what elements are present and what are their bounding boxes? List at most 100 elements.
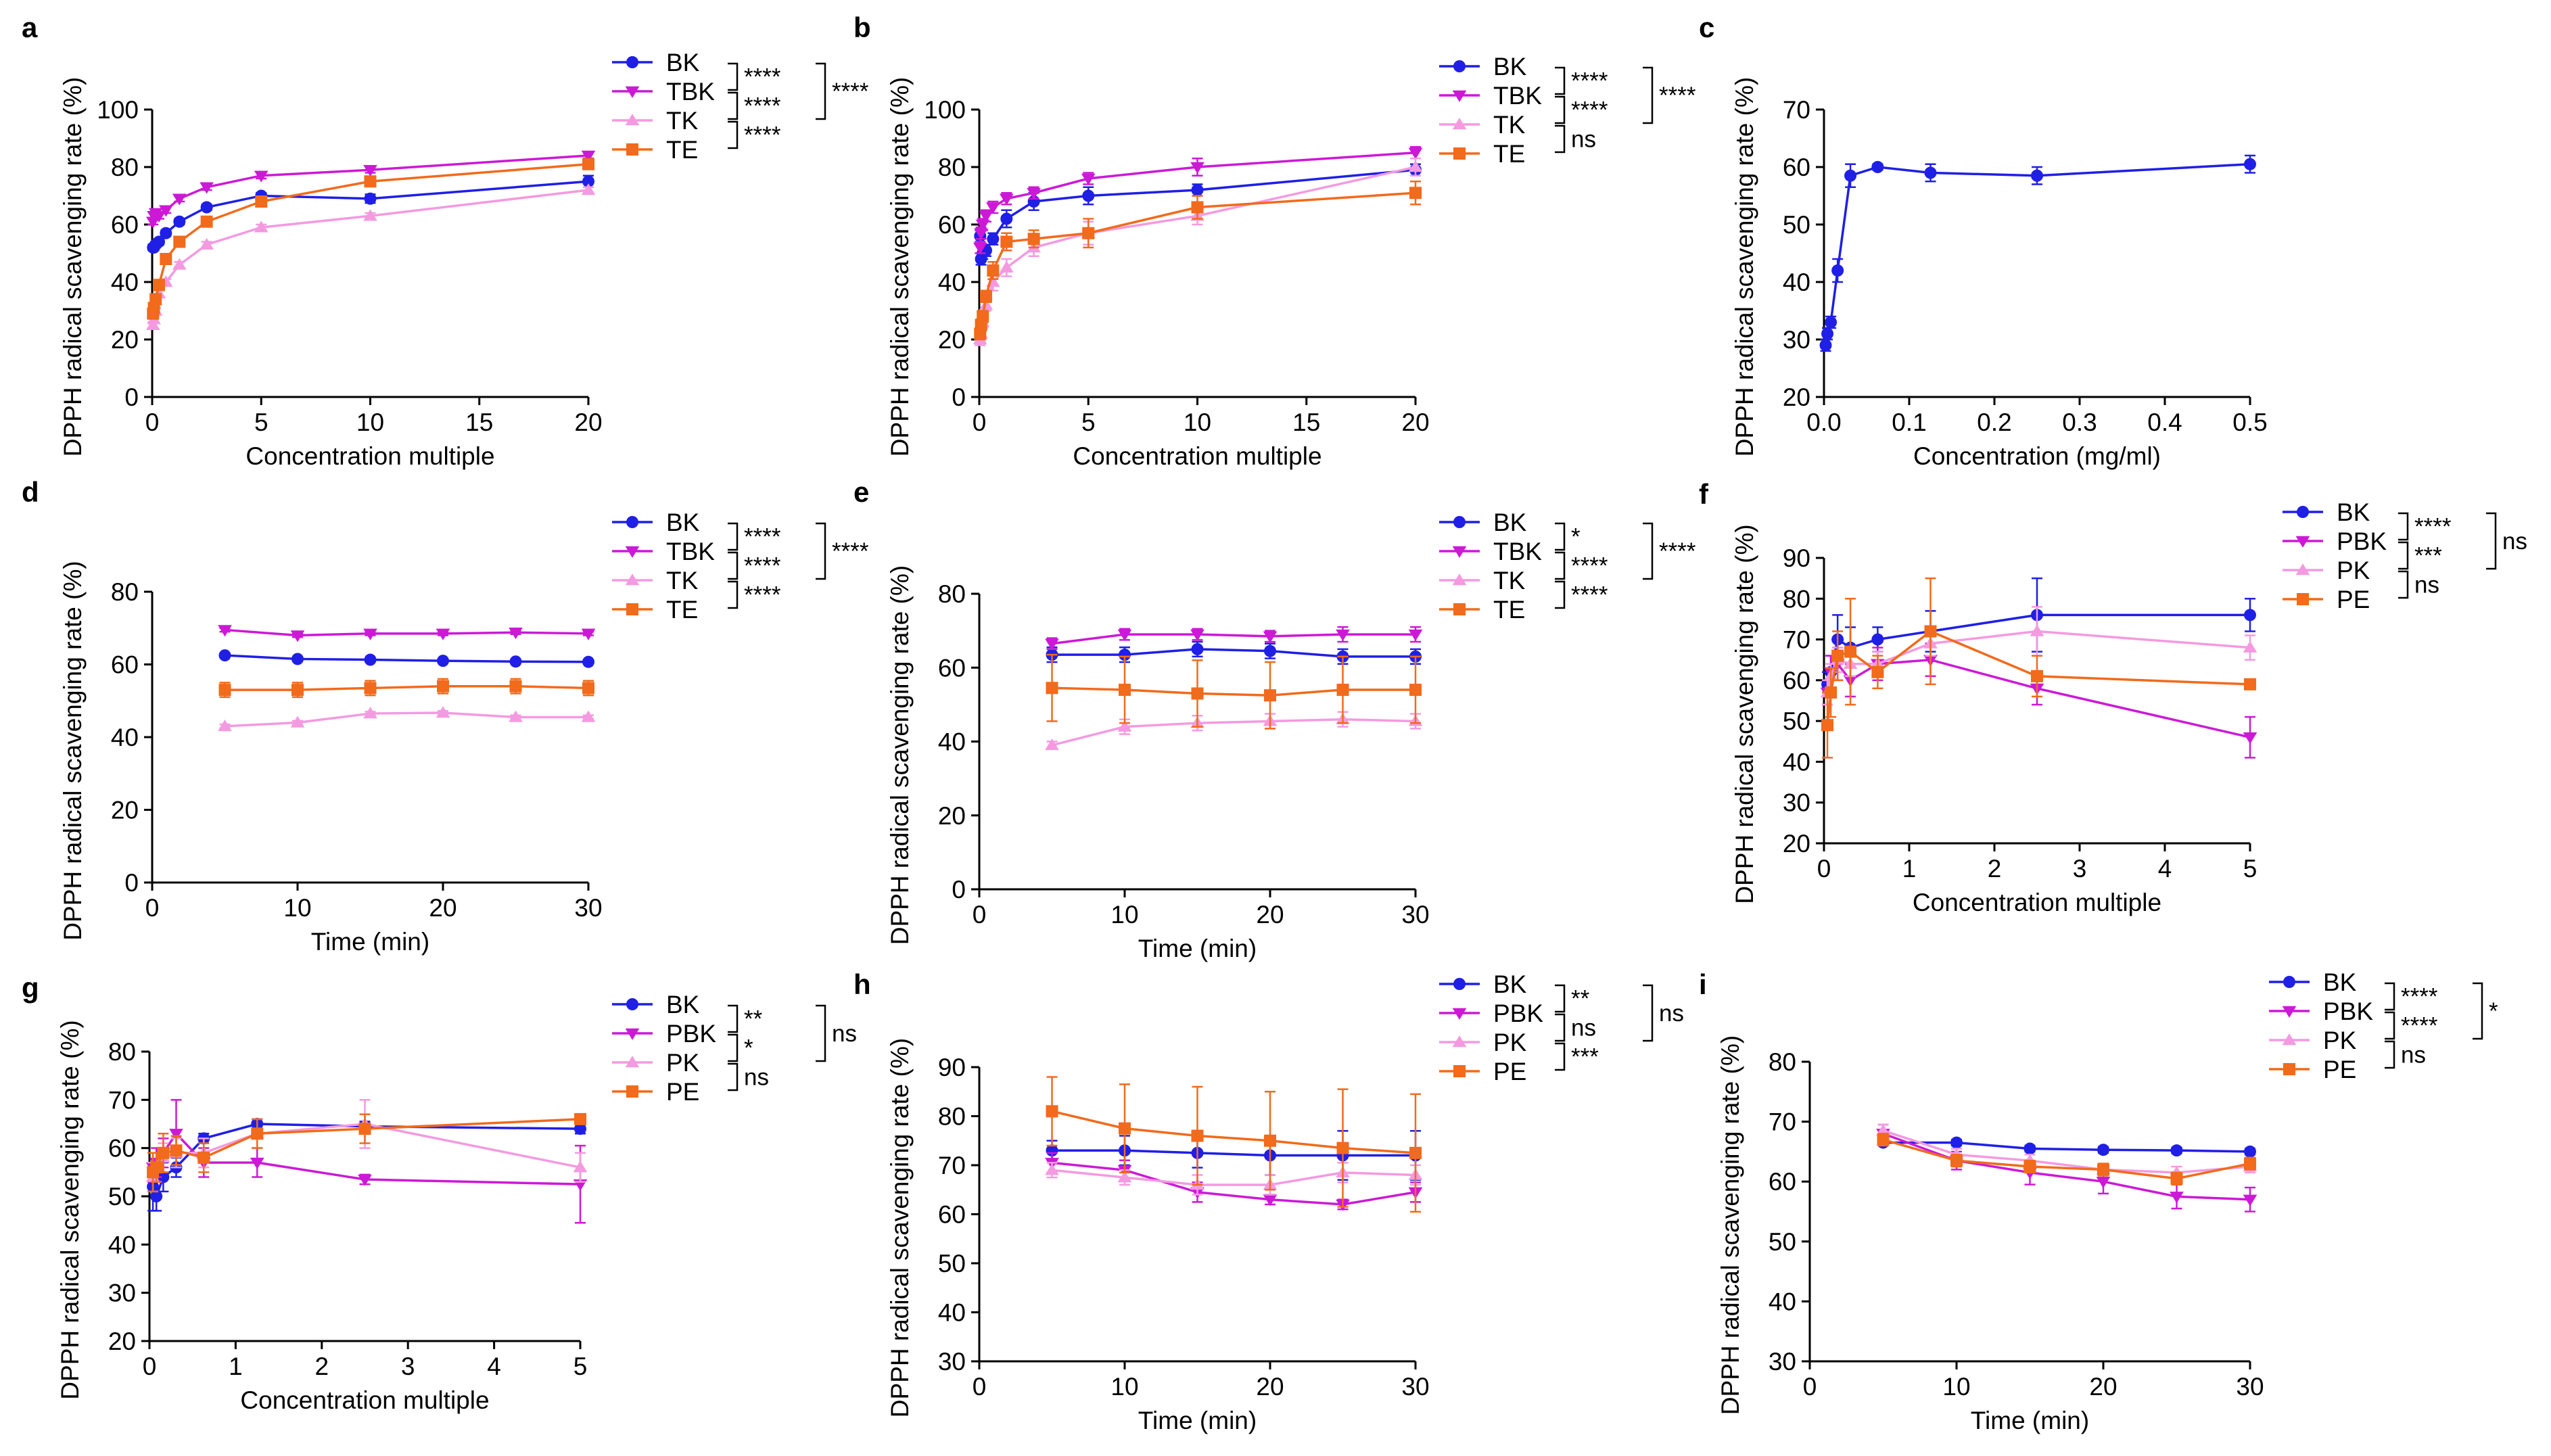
significance-bracket [1555,984,1566,1013]
data-point [1825,686,1838,699]
data-point [291,653,304,665]
series-line-TK [225,711,588,728]
y-tick-label: 70 [108,1086,136,1114]
data-point [158,205,173,217]
data-point [1336,1142,1349,1154]
y-tick-label: 30 [1769,1348,1796,1376]
y-tick-label: 20 [108,1328,136,1355]
data-point [999,193,1014,206]
data-point [1871,161,1884,173]
significance-bracket [1555,1042,1566,1071]
data-point [2170,1172,2183,1185]
series-line-BK [1052,648,1415,658]
data-point [218,684,231,697]
legend-label-BK: BK [1493,509,1527,536]
data-point [157,1171,170,1183]
significance-label: *** [2414,543,2442,569]
data-point [145,216,160,229]
data-point [1045,738,1059,751]
significance-bracket [1643,66,1654,124]
data-point [574,1112,586,1125]
data-point [2243,732,2257,745]
data-point [2243,640,2257,653]
data-point [2023,1142,2036,1155]
legend-marker-PBK [2295,536,2310,548]
series-TK [218,706,596,732]
significance-bracket [728,1062,739,1091]
legend-marker-PE [626,1085,638,1098]
data-point [1924,166,1937,179]
significance-label: ns [1571,126,1596,153]
legend-label-BK: BK [2323,968,2357,996]
data-point [1409,187,1422,199]
y-tick-label: 70 [1783,626,1810,654]
significance-bracket [2385,1040,2395,1069]
significance-bracket [2473,982,2483,1040]
data-point [582,175,594,188]
y-tick-label: 20 [111,797,139,824]
legend-label-PK: PK [666,1049,700,1077]
y-tick-label: 0 [124,383,139,411]
data-point [200,215,213,228]
legend-label-PE: PE [2323,1056,2356,1083]
legend-label-TK: TK [666,107,699,135]
legend-label-PE: PE [2337,586,2370,613]
legend-label-PK: PK [2337,557,2370,584]
x-axis-label: Time (min) [1971,1407,2089,1434]
significance-label: *** [1571,1044,1599,1071]
series-PBK [145,1099,588,1224]
data-point [1191,184,1204,196]
y-tick-label: 80 [1783,585,1810,613]
significance-bracket [2398,570,2409,599]
data-point [1821,327,1834,340]
data-point [1027,233,1040,245]
data-point [581,183,596,195]
series-TK [1045,711,1423,751]
data-point [200,237,214,250]
panel-g: g 20 30 40 50 60 70 80 0 1 2 3 4 5 Concentration multi… [22,972,857,1414]
y-tick-label: 30 [1783,326,1810,354]
x-tick-label: 3 [401,1353,415,1380]
series-BK [1877,1136,2256,1158]
legend-marker-PK [625,1056,640,1068]
data-point [1336,629,1350,641]
series-PE [1877,1133,2256,1185]
data-point [977,310,989,323]
data-point [364,653,377,666]
series-TE [147,158,594,320]
data-point [2244,1157,2256,1170]
data-point [1082,227,1095,239]
data-point [975,219,990,231]
x-tick-label: 20 [1401,408,1429,436]
panel-a: a 0 20 40 60 80 100 0 5 10 15 20 Concentration multi… [22,11,869,470]
series-line-PK [1882,1129,2251,1174]
series-line-TK [1052,718,1416,747]
data-point [1191,201,1204,214]
data-point [254,170,268,183]
data-point [2170,1192,2184,1204]
x-tick-label: 1 [1902,855,1917,883]
y-tick-label: 60 [1783,154,1810,181]
significance-label: * [1571,524,1581,550]
data-point [2170,1144,2183,1157]
x-tick-label: 5 [574,1353,588,1380]
y-axis-label: DPPH radical scavenging rate (%) [56,1020,84,1399]
data-point [2244,158,2256,170]
data-point [1263,631,1278,643]
significance-bracket [728,120,739,149]
data-point [1876,1123,1890,1136]
x-tick-label: 30 [574,894,602,922]
data-point [1117,629,1132,641]
data-point [364,175,377,188]
significance-bracket [816,1004,826,1062]
data-point [1000,212,1013,225]
y-tick-label: 60 [108,1135,136,1163]
legend-label-TE: TE [1493,596,1525,624]
x-axis-label: Concentration multiple [240,1386,489,1414]
y-tick-label: 80 [111,578,139,606]
significance-label: * [744,1035,753,1062]
significance-bracket [2385,1011,2395,1040]
